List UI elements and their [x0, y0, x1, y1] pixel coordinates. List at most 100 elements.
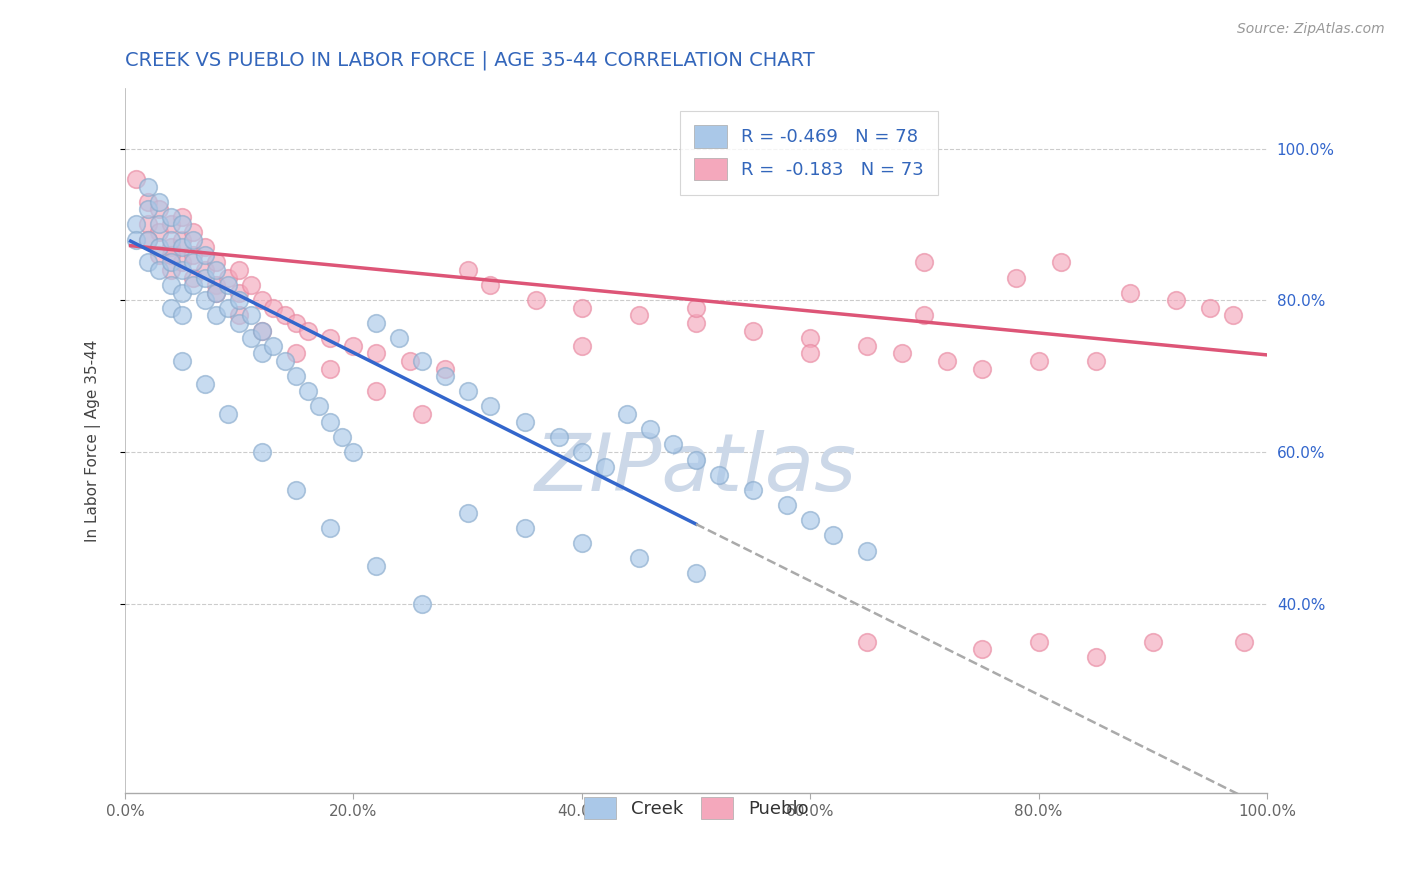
Point	[1050, 255, 1073, 269]
Point	[799, 513, 821, 527]
Point	[399, 354, 422, 368]
Point	[148, 263, 170, 277]
Point	[194, 293, 217, 308]
Point	[912, 255, 935, 269]
Point	[262, 339, 284, 353]
Point	[194, 263, 217, 277]
Point	[239, 331, 262, 345]
Point	[457, 506, 479, 520]
Point	[388, 331, 411, 345]
Point	[297, 324, 319, 338]
Point	[159, 263, 181, 277]
Point	[319, 415, 342, 429]
Point	[183, 255, 205, 269]
Point	[1199, 301, 1222, 315]
Point	[148, 225, 170, 239]
Point	[250, 445, 273, 459]
Point	[159, 248, 181, 262]
Point	[524, 293, 547, 308]
Point	[205, 263, 228, 277]
Point	[148, 202, 170, 217]
Point	[250, 324, 273, 338]
Point	[262, 301, 284, 315]
Point	[593, 460, 616, 475]
Point	[479, 400, 502, 414]
Point	[205, 255, 228, 269]
Point	[366, 384, 388, 399]
Point	[1233, 634, 1256, 648]
Point	[742, 483, 765, 497]
Point	[433, 361, 456, 376]
Point	[239, 309, 262, 323]
Point	[194, 248, 217, 262]
Point	[308, 400, 330, 414]
Point	[136, 179, 159, 194]
Point	[194, 270, 217, 285]
Point	[125, 172, 148, 186]
Point	[936, 354, 959, 368]
Point	[970, 642, 993, 657]
Point	[217, 270, 239, 285]
Point	[205, 285, 228, 300]
Point	[571, 445, 593, 459]
Point	[239, 278, 262, 293]
Point	[1028, 634, 1050, 648]
Point	[250, 346, 273, 360]
Point	[228, 263, 250, 277]
Point	[856, 543, 879, 558]
Point	[799, 346, 821, 360]
Point	[285, 316, 308, 330]
Point	[411, 354, 433, 368]
Point	[411, 407, 433, 421]
Point	[856, 634, 879, 648]
Point	[685, 566, 707, 581]
Point	[250, 293, 273, 308]
Point	[548, 430, 571, 444]
Point	[366, 346, 388, 360]
Point	[170, 285, 193, 300]
Point	[1084, 354, 1107, 368]
Point	[297, 384, 319, 399]
Point	[319, 331, 342, 345]
Point	[183, 270, 205, 285]
Point	[285, 483, 308, 497]
Point	[1164, 293, 1187, 308]
Point	[821, 528, 844, 542]
Point	[342, 445, 364, 459]
Point	[742, 324, 765, 338]
Point	[170, 240, 193, 254]
Point	[125, 233, 148, 247]
Point	[616, 407, 638, 421]
Point	[1028, 354, 1050, 368]
Point	[159, 240, 181, 254]
Point	[205, 309, 228, 323]
Point	[159, 278, 181, 293]
Point	[319, 521, 342, 535]
Point	[136, 202, 159, 217]
Point	[136, 233, 159, 247]
Point	[1222, 309, 1244, 323]
Point	[571, 301, 593, 315]
Point	[148, 240, 170, 254]
Point	[148, 218, 170, 232]
Point	[479, 278, 502, 293]
Point	[136, 218, 159, 232]
Point	[513, 415, 536, 429]
Point	[170, 210, 193, 224]
Text: ZIPatlas: ZIPatlas	[534, 430, 858, 508]
Point	[170, 218, 193, 232]
Point	[1004, 270, 1026, 285]
Point	[366, 558, 388, 573]
Point	[183, 248, 205, 262]
Point	[159, 218, 181, 232]
Point	[890, 346, 912, 360]
Point	[183, 233, 205, 247]
Point	[627, 551, 650, 566]
Point	[170, 354, 193, 368]
Point	[799, 331, 821, 345]
Point	[1084, 649, 1107, 664]
Point	[912, 309, 935, 323]
Text: Source: ZipAtlas.com: Source: ZipAtlas.com	[1237, 22, 1385, 37]
Point	[148, 194, 170, 209]
Point	[776, 498, 799, 512]
